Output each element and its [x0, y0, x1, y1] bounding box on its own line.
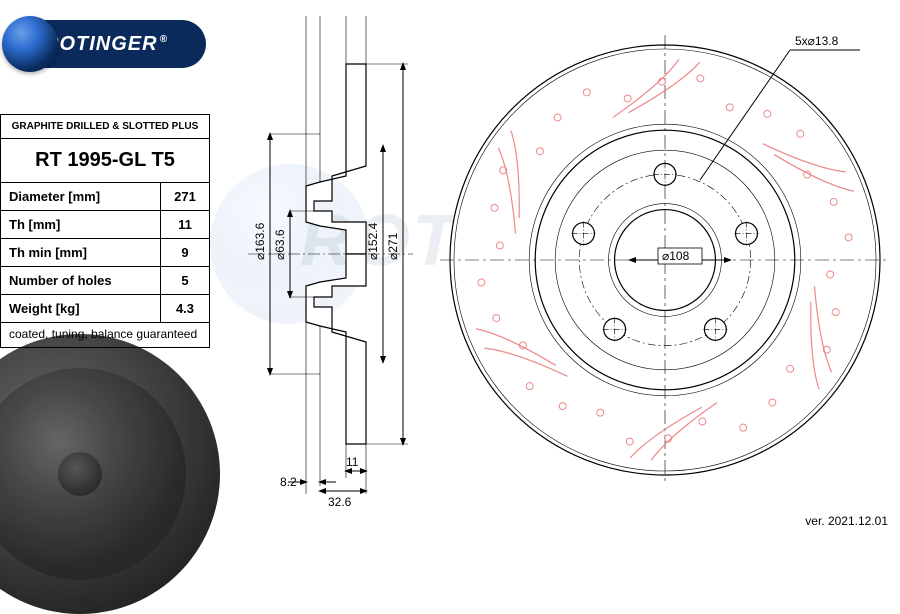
spec-value: 271	[161, 183, 209, 210]
spec-value: 5	[161, 267, 209, 294]
spec-row: Th min [mm]9	[1, 239, 209, 267]
svg-text:⌀271: ⌀271	[386, 232, 400, 260]
part-number: RT 1995-GL T5	[1, 139, 209, 183]
version-label: ver. 2021.12.01	[805, 514, 888, 528]
brake-disc-photo	[0, 334, 220, 614]
brand-logo: ROTINGER®	[6, 20, 206, 68]
svg-text:⌀163.6: ⌀163.6	[253, 222, 267, 260]
side-section-drawing: ⌀163.6 ⌀63.6 ⌀152.4 ⌀271 11 8.2 32.6	[228, 16, 418, 512]
svg-text:8.2: 8.2	[280, 475, 297, 489]
spec-value: 11	[161, 211, 209, 238]
svg-text:⌀152.4: ⌀152.4	[366, 222, 380, 260]
spec-title: GRAPHITE DRILLED & SLOTTED PLUS	[1, 115, 209, 139]
spec-label: Number of holes	[1, 267, 161, 294]
spec-row: Weight [kg]4.3	[1, 295, 209, 323]
front-face-drawing: 5x⌀13.8 ⌀108	[430, 10, 890, 510]
spec-label: Diameter [mm]	[1, 183, 161, 210]
spec-label: Weight [kg]	[1, 295, 161, 322]
spec-label: Th min [mm]	[1, 239, 161, 266]
bottom-dims: 11 8.2 32.6	[280, 455, 366, 509]
svg-text:32.6: 32.6	[328, 495, 352, 509]
spec-notes: coated, tuning, balance guaranteed	[1, 323, 209, 347]
svg-text:⌀108: ⌀108	[662, 249, 690, 263]
svg-text:11: 11	[346, 455, 359, 469]
spec-table: GRAPHITE DRILLED & SLOTTED PLUS RT 1995-…	[0, 114, 210, 348]
spec-value: 4.3	[161, 295, 209, 322]
spec-row: Th [mm]11	[1, 211, 209, 239]
brand-text: ROTINGER®	[44, 33, 168, 56]
spec-row: Diameter [mm]271	[1, 183, 209, 211]
spec-row: Number of holes5	[1, 267, 209, 295]
svg-text:⌀63.6: ⌀63.6	[273, 229, 287, 260]
spec-label: Th [mm]	[1, 211, 161, 238]
brand-globe-icon	[2, 16, 58, 72]
spec-value: 9	[161, 239, 209, 266]
svg-text:5x⌀13.8: 5x⌀13.8	[795, 34, 839, 48]
